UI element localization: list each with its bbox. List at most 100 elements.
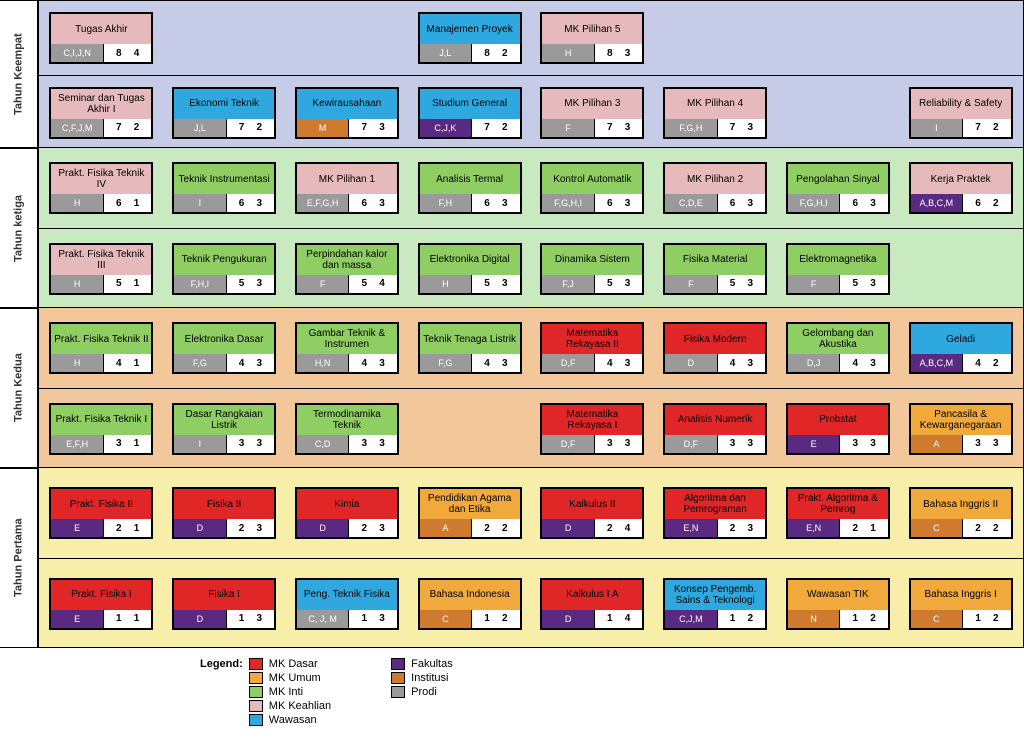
course-credits: 3 [379, 438, 385, 449]
course-numbers: 73 [717, 119, 766, 137]
year-label: Tahun Kedua [0, 308, 38, 468]
semester-row: Tugas AkhirC,I,J,N84Manajemen ProyekJ,L8… [39, 1, 1023, 75]
course-card: ProbstatE33 [786, 403, 890, 455]
course-footer: D14 [542, 610, 642, 628]
course-tag: C,F,J,M [51, 119, 103, 137]
course-credits: 2 [993, 613, 999, 624]
year-band: Tugas AkhirC,I,J,N84Manajemen ProyekJ,L8… [38, 0, 1024, 148]
course-credits: 3 [256, 358, 262, 369]
course-footer: A22 [420, 519, 520, 537]
legend-item: Fakultas [391, 658, 453, 670]
course-card: Prakt. Fisika Teknik IVH61 [49, 162, 153, 214]
course-tag: H,N [297, 354, 349, 372]
course-credits: 3 [256, 278, 262, 289]
course-tag: E [51, 519, 103, 537]
course-numbers: 84 [103, 44, 152, 62]
course-credits: 2 [993, 122, 999, 133]
course-tag: F,H,I [174, 275, 226, 293]
course-footer: C,D,E63 [665, 194, 765, 212]
course-footer: E21 [51, 519, 151, 537]
course-card: Wawasan TIKN12 [786, 578, 890, 630]
grid-slot: Prakt. Algoritma & PemrogE,N21 [780, 487, 897, 539]
course-credits: 2 [502, 48, 508, 59]
grid-slot: Konsep Pengemb. Sains & TeknologiC,J,M12 [657, 578, 774, 630]
course-numbers: 21 [839, 519, 888, 537]
course-card: GeladiA,B,C,M42 [909, 322, 1013, 374]
course-credits: 3 [625, 278, 631, 289]
course-semester: 3 [853, 438, 859, 449]
course-footer: E,N23 [665, 519, 765, 537]
course-footer: H51 [51, 275, 151, 293]
course-card: KewirausahaanM73 [295, 87, 399, 139]
course-semester: 7 [484, 122, 490, 133]
course-numbers: 63 [717, 194, 766, 212]
course-card: Dinamika SistemF,J53 [540, 243, 644, 295]
grid-slot: Termodinamika TeknikC,D33 [289, 403, 406, 455]
grid-slot: Reliability & SafetyI72 [902, 87, 1019, 139]
course-tag: C,J,M [665, 610, 717, 628]
course-tag: F,G [174, 354, 226, 372]
course-title: MK Pilihan 2 [665, 164, 765, 194]
course-tag: C,I,J,N [51, 44, 103, 62]
course-footer: C12 [911, 610, 1011, 628]
course-credits: 3 [870, 438, 876, 449]
course-numbers: 63 [348, 194, 397, 212]
grid-slot: Seminar dan Tugas Akhir IC,F,J,M72 [43, 87, 160, 139]
course-credits: 3 [625, 198, 631, 209]
course-title: Manajemen Proyek [420, 14, 520, 44]
course-footer: E,F,H31 [51, 435, 151, 453]
course-numbers: 43 [348, 354, 397, 372]
course-numbers: 51 [103, 275, 152, 293]
course-semester: 5 [607, 278, 613, 289]
course-title: Seminar dan Tugas Akhir I [51, 89, 151, 119]
course-numbers: 63 [594, 194, 643, 212]
course-title: Teknik Tenaga Listrik [420, 324, 520, 354]
grid-slot: Ekonomi TeknikJ,L72 [166, 87, 283, 139]
legend-swatch [249, 658, 263, 670]
course-card: Pendidikan Agama dan EtikaA22 [418, 487, 522, 539]
course-tag: E,F,G,H [297, 194, 349, 212]
course-footer: D24 [542, 519, 642, 537]
course-card: Matematika Rekayasa ID,F33 [540, 403, 644, 455]
course-numbers: 43 [226, 354, 275, 372]
course-semester: 2 [362, 523, 368, 534]
course-title: Pengolahan Sinyal [788, 164, 888, 194]
course-semester: 7 [239, 122, 245, 133]
grid-slot: Matematika Rekayasa IID,F43 [534, 322, 651, 374]
course-semester: 1 [730, 613, 736, 624]
grid-slot: Manajemen ProyekJ,L82 [411, 12, 528, 64]
course-tag: I [911, 119, 963, 137]
course-card: Algoritma dan PemrogramanE,N23 [663, 487, 767, 539]
course-footer: J,L72 [174, 119, 274, 137]
course-footer: F,G43 [174, 354, 274, 372]
grid-slot: Prakt. Fisika Teknik IIIH51 [43, 243, 160, 295]
semester-row: Prakt. Fisika Teknik IIIH51Teknik Penguk… [39, 228, 1023, 308]
course-footer: F53 [788, 275, 888, 293]
course-card: Prakt. Algoritma & PemrogE,N21 [786, 487, 890, 539]
course-numbers: 53 [471, 275, 520, 293]
legend-label: MK Inti [269, 686, 303, 698]
course-title: MK Pilihan 3 [542, 89, 642, 119]
course-title: Bahasa Inggris I [911, 580, 1011, 610]
course-card: MK Pilihan 4F,G,H73 [663, 87, 767, 139]
course-numbers: 13 [348, 610, 397, 628]
course-semester: 2 [484, 523, 490, 534]
course-card: Elektronika DigitalH53 [418, 243, 522, 295]
course-credits: 3 [625, 358, 631, 369]
course-numbers: 53 [226, 275, 275, 293]
course-numbers: 43 [594, 354, 643, 372]
course-title: MK Pilihan 5 [542, 14, 642, 44]
course-footer: F,H63 [420, 194, 520, 212]
course-semester: 3 [975, 438, 981, 449]
grid-slot: Matematika Rekayasa ID,F33 [534, 403, 651, 455]
legend-swatch [249, 672, 263, 684]
course-footer: I63 [174, 194, 274, 212]
course-numbers: 23 [226, 519, 275, 537]
course-footer: C, J, M13 [297, 610, 397, 628]
course-card: Teknik Tenaga ListrikF,G43 [418, 322, 522, 374]
course-title: Elektronika Dasar [174, 324, 274, 354]
course-numbers: 13 [226, 610, 275, 628]
course-footer: E11 [51, 610, 151, 628]
course-numbers: 33 [594, 435, 643, 453]
course-semester: 8 [607, 48, 613, 59]
